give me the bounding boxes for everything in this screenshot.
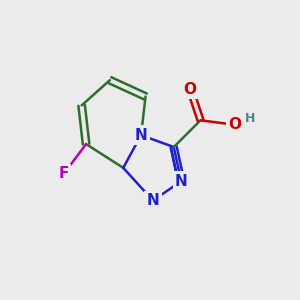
Text: N: N <box>135 128 148 142</box>
Text: F: F <box>58 166 69 181</box>
Text: N: N <box>147 193 159 208</box>
Text: H: H <box>244 112 255 125</box>
Text: O: O <box>184 82 196 97</box>
Text: N: N <box>175 174 188 189</box>
Text: O: O <box>228 117 241 132</box>
